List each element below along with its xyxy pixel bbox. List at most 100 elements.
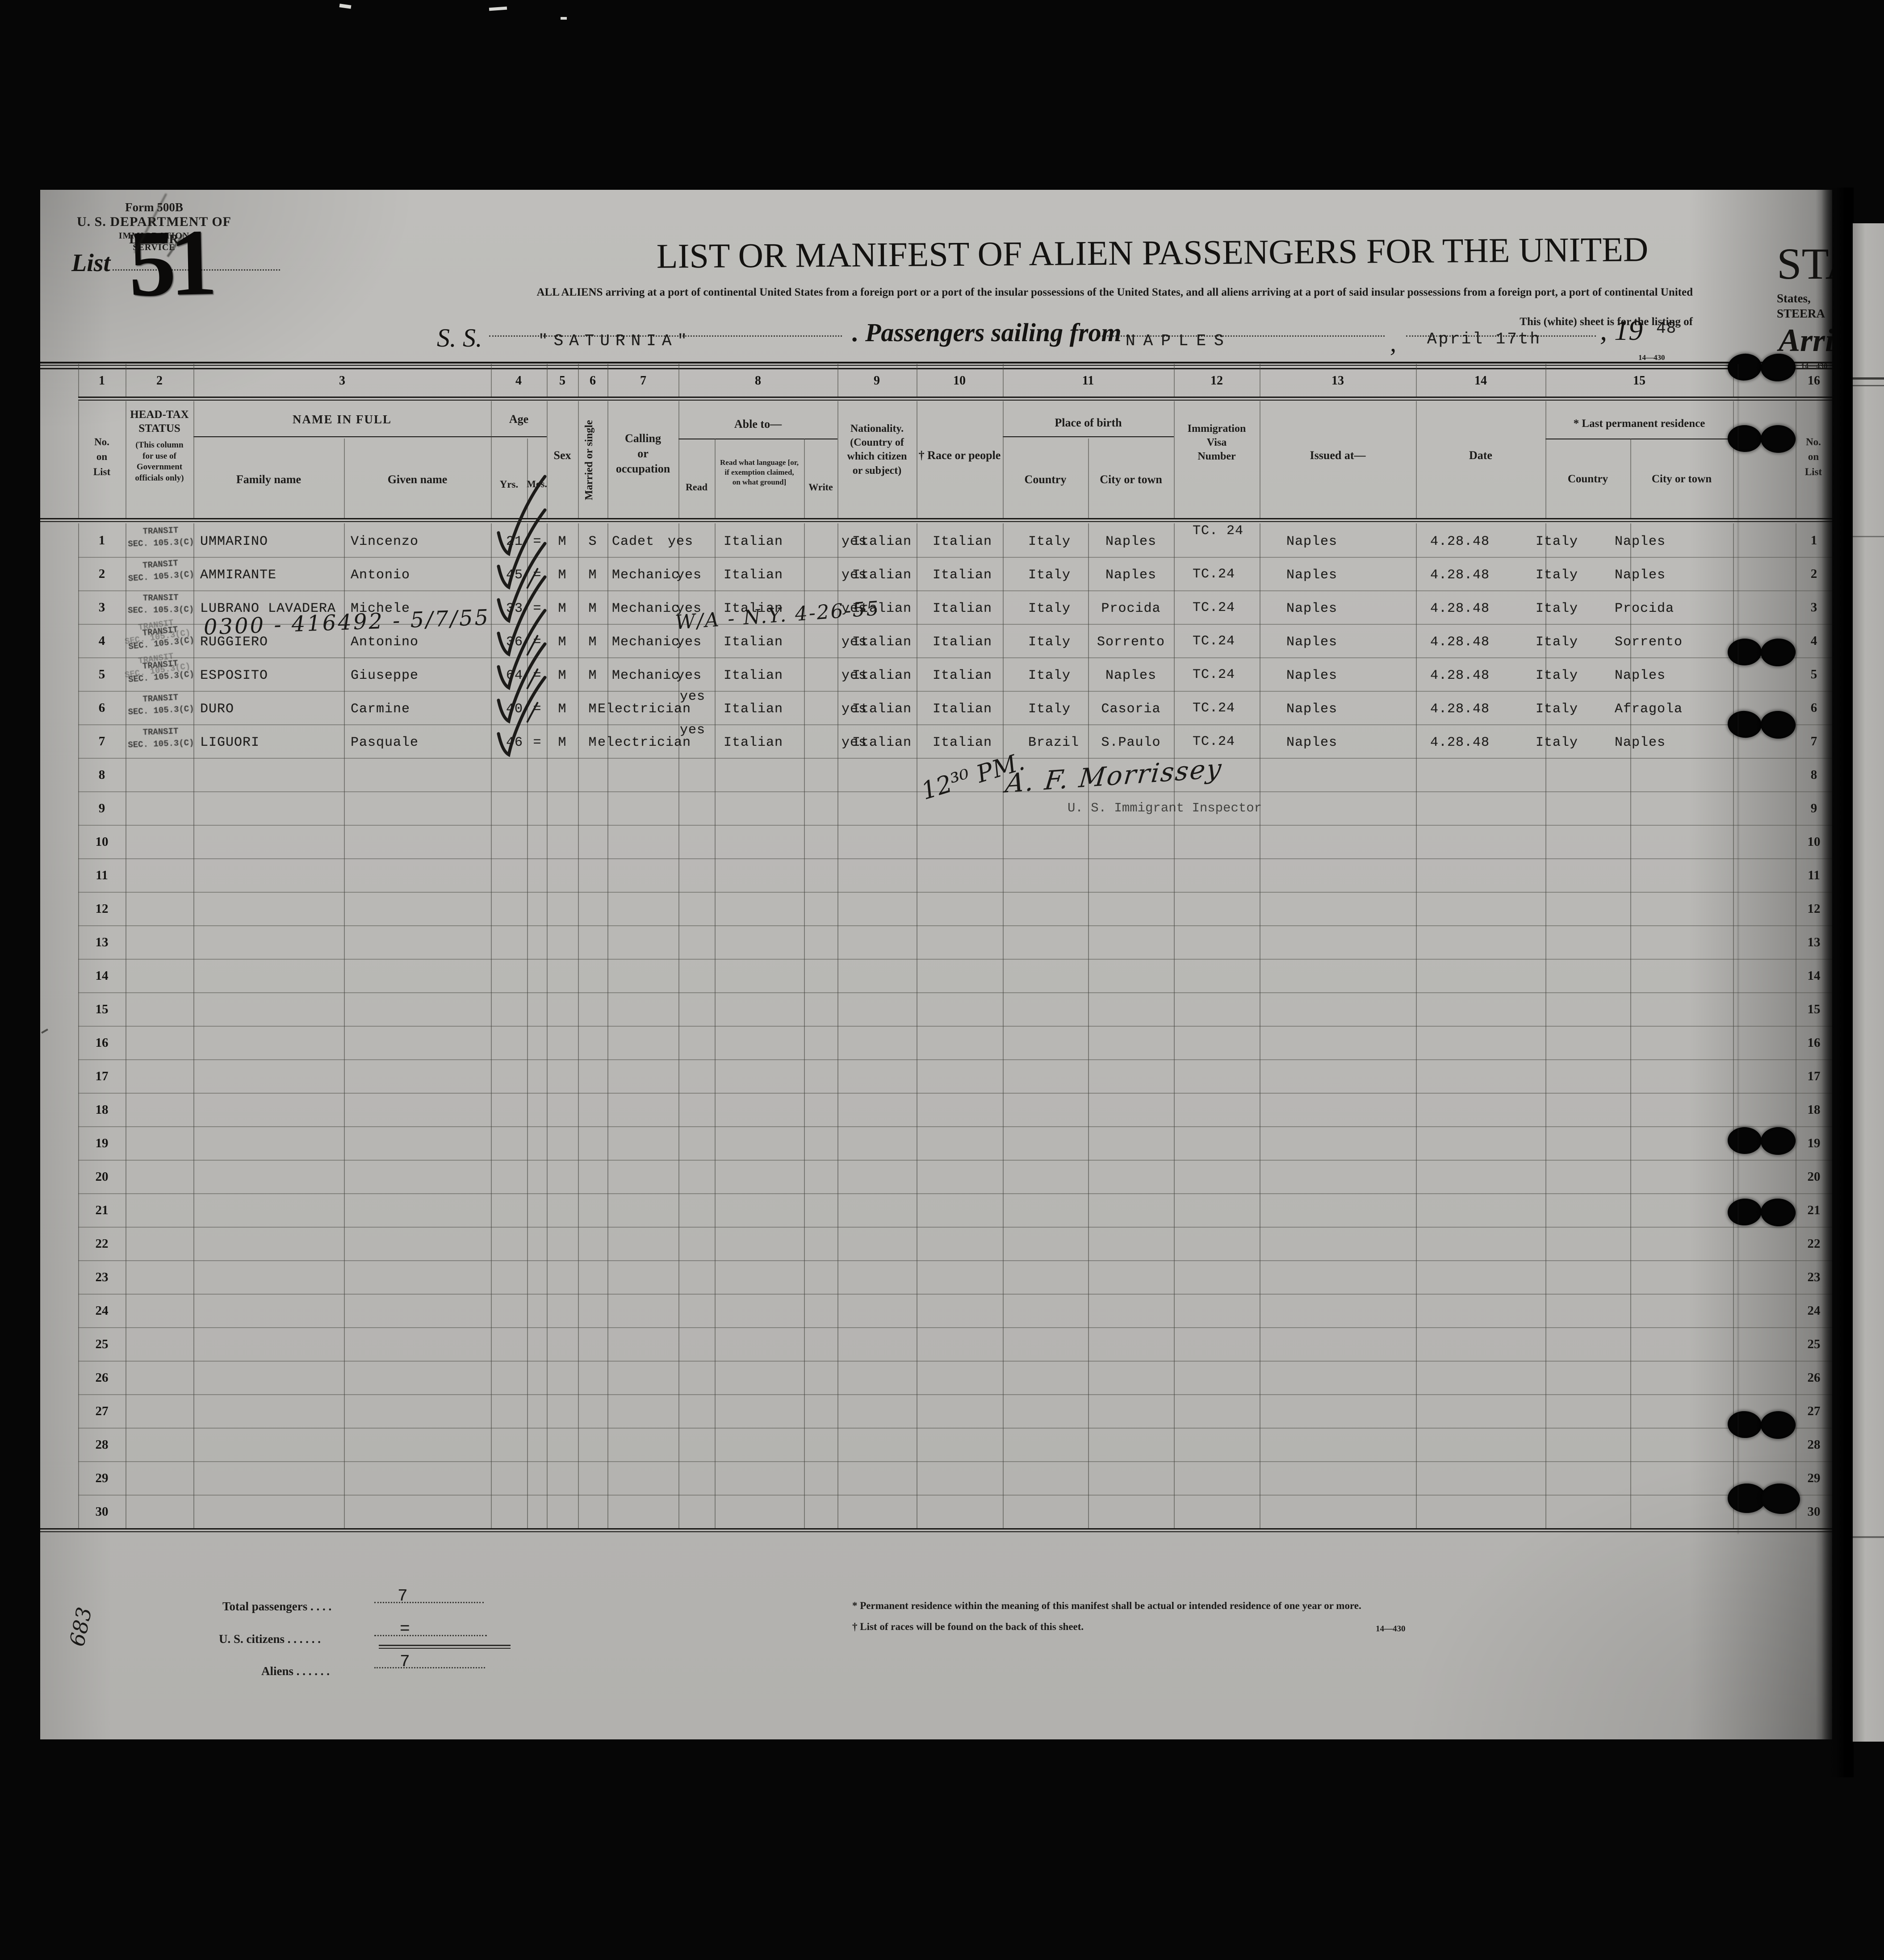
cell-race: Italian bbox=[933, 735, 992, 750]
column-line bbox=[607, 401, 608, 518]
row-number-left: 4 bbox=[98, 634, 105, 648]
binding-hole bbox=[1727, 424, 1763, 453]
column-line bbox=[491, 364, 492, 397]
cell-read: yes bbox=[676, 635, 702, 650]
col15a-header: Country bbox=[1567, 473, 1608, 485]
cell-visa-number: TC.24 bbox=[1193, 701, 1235, 716]
row-number-left: 3 bbox=[98, 600, 105, 614]
row-line bbox=[78, 1260, 1832, 1261]
row-line bbox=[78, 691, 1832, 692]
table-rule bbox=[193, 436, 491, 437]
cell-residence-city: Naples bbox=[1615, 668, 1666, 683]
cell-issued-at: Naples bbox=[1286, 601, 1338, 616]
row-number-left: 26 bbox=[95, 1371, 109, 1385]
cell-residence-country: Italy bbox=[1536, 568, 1578, 583]
column-line bbox=[837, 364, 838, 397]
cell-residence-city: Naples bbox=[1615, 568, 1666, 583]
col11b-header: City or town bbox=[1100, 473, 1162, 486]
cell-residence-country: Italy bbox=[1536, 534, 1578, 549]
table-rule bbox=[1003, 436, 1174, 437]
column-line bbox=[193, 523, 194, 1528]
column-line bbox=[1733, 523, 1734, 1528]
cell-residence-city: Naples bbox=[1615, 534, 1666, 549]
column-line bbox=[578, 523, 579, 1528]
cell-family-name: LUBRANO LAVADERA bbox=[200, 601, 336, 616]
row-number-left: 10 bbox=[95, 835, 109, 849]
sheet-gutter-shadow bbox=[1821, 188, 1854, 1777]
adjacent-sheet-edge bbox=[1853, 223, 1884, 1742]
row-number-left: 17 bbox=[95, 1069, 109, 1083]
cell-read: yes bbox=[680, 689, 706, 704]
cell-residence-city: Procida bbox=[1615, 601, 1675, 616]
cell-nationality: Italian bbox=[852, 601, 912, 616]
row-number-right: 3 bbox=[1810, 600, 1817, 614]
row-line bbox=[78, 1394, 1832, 1395]
column-line bbox=[678, 523, 679, 1528]
binding-hole bbox=[1760, 1126, 1796, 1156]
column-line bbox=[78, 364, 79, 397]
row-line bbox=[78, 825, 1832, 826]
column-subline bbox=[804, 523, 805, 1528]
ship-name-line bbox=[489, 335, 842, 337]
binding-hole bbox=[1760, 1198, 1796, 1227]
table-rule bbox=[40, 521, 1832, 522]
cell-read-language: Italian bbox=[724, 702, 783, 717]
cell-read: yes bbox=[676, 668, 702, 683]
row-number-left: 2 bbox=[98, 567, 105, 581]
binding-hole bbox=[1726, 1410, 1763, 1439]
cell-read-language: Italian bbox=[724, 635, 783, 650]
cell-race: Italian bbox=[933, 568, 992, 583]
column-subline bbox=[344, 439, 345, 518]
column-line bbox=[547, 523, 548, 1528]
aliens-label: Aliens . . . . . . bbox=[261, 1664, 330, 1678]
cell-birth-city: Procida bbox=[1101, 601, 1161, 616]
table-rule bbox=[40, 365, 1832, 366]
column-line bbox=[1416, 401, 1417, 518]
row-line bbox=[78, 1495, 1832, 1496]
sailing-date: April 17th bbox=[1427, 330, 1542, 348]
form-code-bottom: 14—430 bbox=[1376, 1624, 1406, 1634]
cell-race: Italian bbox=[933, 635, 992, 650]
column-number: 15 bbox=[1633, 374, 1645, 388]
cell-marital: M bbox=[588, 635, 597, 650]
col8c-header: Write bbox=[808, 481, 833, 493]
col14-header: Date bbox=[1469, 449, 1492, 462]
citizens-underline-2 bbox=[379, 1648, 511, 1649]
table-rule bbox=[40, 368, 1832, 369]
cell-date: 4.28.48 bbox=[1430, 568, 1490, 583]
col2-header-note: (This column for use of Government offic… bbox=[135, 440, 184, 483]
binding-hole bbox=[1727, 1127, 1762, 1154]
column-subline bbox=[1088, 523, 1089, 1528]
cell-sex: M bbox=[558, 568, 567, 583]
column-line bbox=[1003, 364, 1004, 397]
col3b-header: Given name bbox=[387, 473, 448, 486]
date-line bbox=[1406, 335, 1596, 337]
cell-birth-city: Naples bbox=[1105, 534, 1157, 549]
column-line bbox=[193, 364, 194, 397]
row-line bbox=[78, 1428, 1832, 1429]
column-line bbox=[1733, 401, 1734, 518]
row-line bbox=[78, 557, 1832, 558]
column-line bbox=[607, 364, 608, 397]
column-subline bbox=[527, 523, 528, 1528]
row-line bbox=[78, 1093, 1832, 1094]
row-number-left: 24 bbox=[95, 1304, 109, 1318]
row-line bbox=[78, 1193, 1832, 1194]
col1-header: No. on List bbox=[93, 436, 111, 477]
cell-occupation: Electrician bbox=[598, 702, 691, 717]
service-name: IMMIGRATION SERVICE bbox=[118, 231, 190, 252]
cell-occupation: Mechanic bbox=[612, 568, 680, 583]
column-line bbox=[491, 401, 492, 518]
cell-nationality: Italian bbox=[852, 568, 912, 583]
column-line bbox=[78, 401, 79, 518]
table-rule bbox=[40, 1531, 1832, 1532]
column-line bbox=[1174, 364, 1175, 397]
column-number: 5 bbox=[559, 374, 565, 388]
cell-visa-number: TC. 24 bbox=[1193, 523, 1244, 539]
row-number-left: 5 bbox=[98, 667, 105, 681]
row-line bbox=[78, 858, 1832, 859]
cell-family-name: UMMARINO bbox=[200, 534, 268, 549]
cell-residence-country: Italy bbox=[1536, 702, 1578, 717]
row-line bbox=[78, 1026, 1832, 1027]
cell-age-months: = bbox=[533, 735, 542, 750]
